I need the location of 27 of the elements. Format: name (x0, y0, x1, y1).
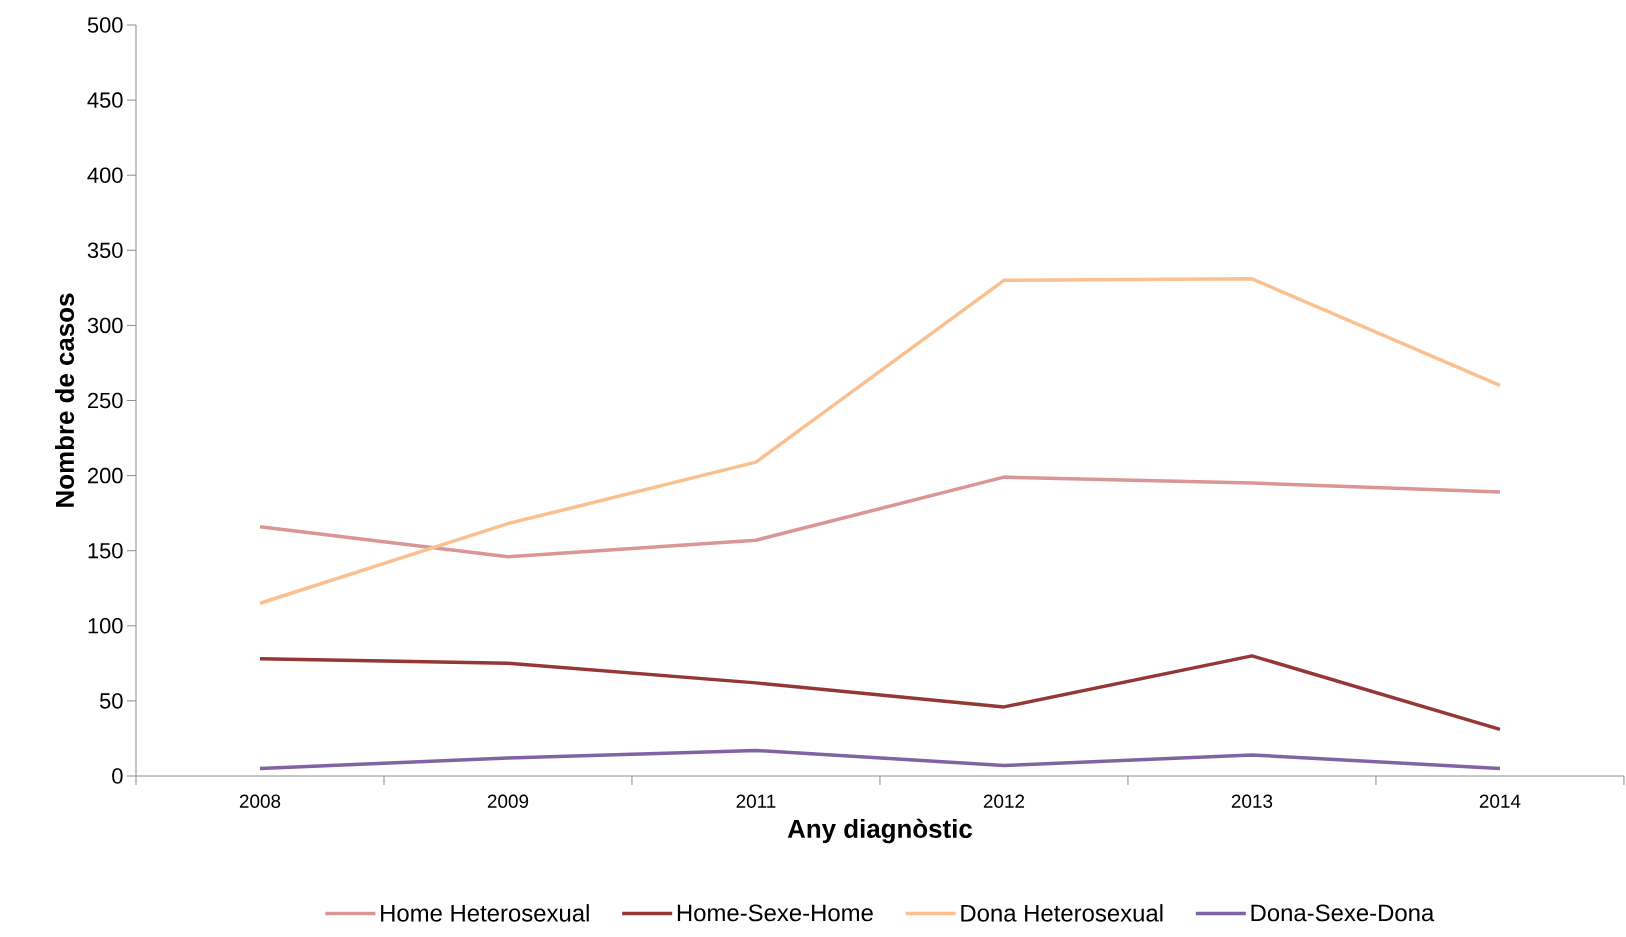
x-tick-label: 2011 (736, 794, 776, 808)
y-tick-label: 50 (99, 693, 123, 709)
line-series (258, 475, 1502, 559)
y-tick-label: 200 (88, 467, 123, 484)
legend-label: Dona Heterosexual (961, 904, 1163, 922)
x-tick-label: 2008 (239, 794, 281, 808)
x-tick-label: 2009 (487, 794, 529, 808)
line-series (258, 277, 1502, 606)
y-tick-label: 150 (88, 542, 123, 559)
y-tick-label: 450 (87, 92, 123, 108)
line-series (258, 654, 1502, 732)
line-series (258, 748, 1502, 771)
y-tick-label: 100 (88, 618, 123, 634)
y-tick-label: 500 (87, 17, 123, 33)
y-tick-label: 400 (87, 167, 123, 183)
x-tick-label: 2014 (1479, 794, 1521, 808)
legend-label: Home Heterosexual (381, 904, 589, 922)
y-tick-label: 350 (87, 242, 123, 259)
y-tick-label: 250 (88, 392, 123, 409)
x-tick-label: 2013 (1231, 794, 1273, 808)
x-tick-label: 2012 (983, 794, 1025, 808)
y-tick-label: 0 (112, 768, 123, 784)
legend-label: Home-Sexe-Home (677, 904, 873, 922)
y-tick-label: 300 (87, 317, 123, 334)
y-axis-title: Nombre de casos (55, 293, 75, 507)
x-axis-title: Any diagnòstic (787, 818, 973, 844)
legend-label: Dona-Sexe-Dona (1251, 904, 1435, 922)
